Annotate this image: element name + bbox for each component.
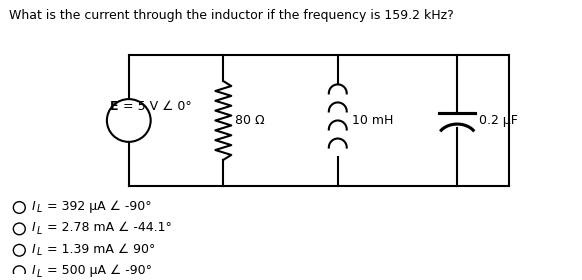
Text: I: I [31,243,35,256]
Text: 0.2 μF: 0.2 μF [479,114,518,127]
Text: = 392 μA ∠ -90°: = 392 μA ∠ -90° [43,200,152,213]
Text: What is the current through the inductor if the frequency is 159.2 kHz?: What is the current through the inductor… [9,9,454,22]
Text: L: L [37,269,42,279]
Text: 80 Ω: 80 Ω [235,114,265,127]
Text: E: E [111,100,119,113]
Text: L: L [37,247,42,257]
Text: 10 mH: 10 mH [352,114,393,127]
Text: I: I [31,221,35,234]
Text: = 1.39 mA ∠ 90°: = 1.39 mA ∠ 90° [43,243,155,256]
Text: I: I [31,200,35,213]
Text: = 500 μA ∠ -90°: = 500 μA ∠ -90° [43,264,152,277]
Text: I: I [31,264,35,277]
Text: = 2.78 mA ∠ -44.1°: = 2.78 mA ∠ -44.1° [43,221,172,234]
Text: = 5 V ∠ 0°: = 5 V ∠ 0° [119,100,191,113]
Text: L: L [37,204,42,214]
Text: L: L [37,226,42,236]
